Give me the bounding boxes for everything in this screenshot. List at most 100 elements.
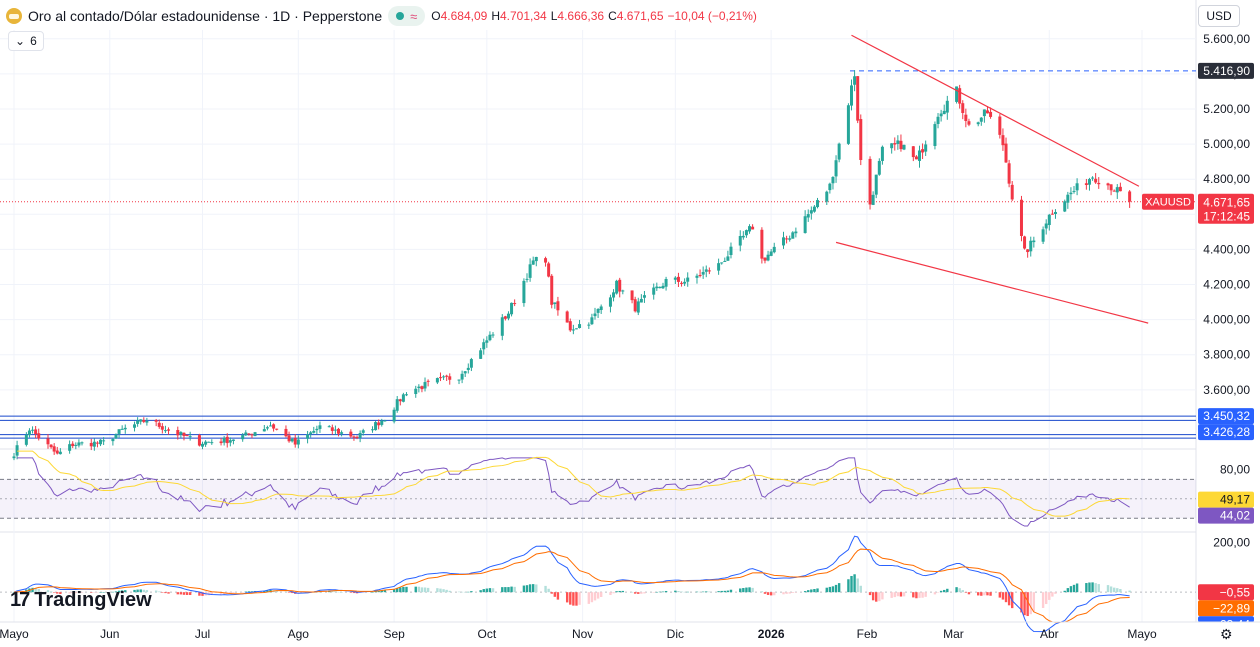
macd-histogram-bar <box>878 592 881 602</box>
settings-gear-icon[interactable]: ⚙ <box>1220 626 1233 642</box>
macd-histogram-bar <box>68 592 71 594</box>
macd-histogram-bar <box>139 589 142 593</box>
candle-body <box>513 303 517 305</box>
macd-histogram-bar <box>1094 583 1097 593</box>
macd-histogram-bar <box>266 590 269 593</box>
candle-body <box>404 394 408 396</box>
time-tick-label: Jul <box>195 627 210 641</box>
candle-body <box>179 432 183 435</box>
candle-body <box>574 328 578 330</box>
candle-body <box>914 156 918 160</box>
macd-histogram-bar <box>52 592 56 593</box>
candle-body <box>318 425 322 429</box>
macd-histogram-bar <box>1109 586 1113 593</box>
macd-histogram-bar <box>902 592 906 597</box>
macd-histogram-bar <box>99 592 102 593</box>
symbol-title[interactable]: Oro al contado/Dólar estadounidense · 1D… <box>28 8 383 24</box>
macd-histogram-bar <box>723 590 726 593</box>
macd-histogram-bar <box>893 592 896 598</box>
candle-body <box>556 301 560 311</box>
candle-body <box>1001 135 1005 146</box>
macd-tick-label: 200,00 <box>1213 535 1250 549</box>
candle-body <box>219 441 223 444</box>
candle-body <box>1072 190 1076 192</box>
logo-text: TradingView <box>34 589 152 611</box>
time-tick-label: Oct <box>477 627 496 641</box>
macd-histogram-bar <box>946 588 949 593</box>
tradingview-logo[interactable]: 17 TradingView <box>10 589 152 612</box>
candle-body <box>333 429 337 431</box>
candle-body <box>989 111 993 117</box>
macd-histogram-bar <box>1051 592 1054 597</box>
macd-histogram-bar <box>90 592 93 593</box>
macd-histogram-bar <box>164 592 167 594</box>
macd-histogram-bar <box>683 591 686 593</box>
candle-body <box>612 292 616 298</box>
candle-body <box>1069 192 1073 195</box>
candle-body <box>392 409 396 422</box>
macd-histogram-bar <box>46 590 50 593</box>
candle-body <box>31 429 35 431</box>
ohlc-values: O4.684,09 H4.701,34 L4.666,36 C4.671,65 … <box>431 9 757 23</box>
macd-histogram-bar <box>701 591 705 593</box>
indicators-toggle[interactable]: ⌄ 6 <box>8 31 44 51</box>
candle-body <box>785 238 789 240</box>
macd-histogram-bar <box>825 587 828 593</box>
candle-body <box>615 280 619 294</box>
candle-body <box>877 160 881 175</box>
macd-histogram-bar <box>1020 592 1023 613</box>
macd-histogram-bar <box>77 592 81 593</box>
wave-icon: ≈ <box>410 8 418 24</box>
candle-body <box>27 430 31 436</box>
candle-body <box>74 444 78 446</box>
macd-histogram-bar <box>652 592 655 593</box>
candle-body <box>859 119 863 160</box>
macd-histogram-bar <box>1072 584 1076 593</box>
macd-histogram-bar <box>674 590 677 593</box>
macd-pane: 200,00 −0,55 −22,89 −23,44 <box>0 535 1254 633</box>
macd-histogram-bar <box>188 592 192 595</box>
macd-histogram-bar <box>426 587 430 593</box>
candle-body <box>720 262 724 264</box>
macd-histogram-bar <box>111 591 115 593</box>
candle-body <box>828 183 832 191</box>
candle-body <box>803 216 807 234</box>
macd-histogram-bar <box>967 592 971 595</box>
macd-histogram-bar <box>773 592 776 596</box>
macd-value-label: −0,55 <box>1220 585 1251 599</box>
candle-body <box>942 110 946 115</box>
macd-histogram-bar <box>528 584 532 593</box>
candle-body <box>633 299 637 312</box>
macd-histogram-bar <box>726 590 730 593</box>
rsi-tick-label: 80,00 <box>1220 463 1250 477</box>
macd-histogram-bar <box>182 592 186 595</box>
candle-body <box>1075 183 1079 191</box>
candle-body <box>1053 211 1057 214</box>
horizontal-lines <box>0 70 1196 439</box>
symbol-tag: XAUUSD <box>1145 197 1191 209</box>
candle-body <box>225 436 229 444</box>
candle-body <box>241 435 245 440</box>
candle-body <box>936 116 940 124</box>
candle-body <box>553 302 557 305</box>
price-axis: 5.600,005.400,005.200,005.000,004.800,00… <box>1142 32 1254 441</box>
macd-histogram-bar <box>96 592 99 593</box>
candle-body <box>967 121 971 125</box>
price-label-bg <box>1198 408 1254 425</box>
market-status-pill[interactable]: ≈ <box>388 6 426 26</box>
macd-histogram-bar <box>467 591 470 593</box>
macd-histogram-bar <box>142 589 145 593</box>
macd-histogram-bar <box>609 592 612 596</box>
candle-body <box>92 441 96 447</box>
macd-histogram-bar <box>847 579 850 593</box>
currency-selector[interactable]: USD <box>1198 5 1240 27</box>
candle-body <box>933 124 937 146</box>
candle-body <box>163 430 167 432</box>
candle-body <box>336 428 340 434</box>
candle-body <box>741 235 745 238</box>
price-tick-label: 5.000,00 <box>1203 137 1250 151</box>
candle-body <box>1050 213 1054 215</box>
candle-body <box>1047 214 1051 226</box>
macd-histogram-bar <box>158 591 161 593</box>
